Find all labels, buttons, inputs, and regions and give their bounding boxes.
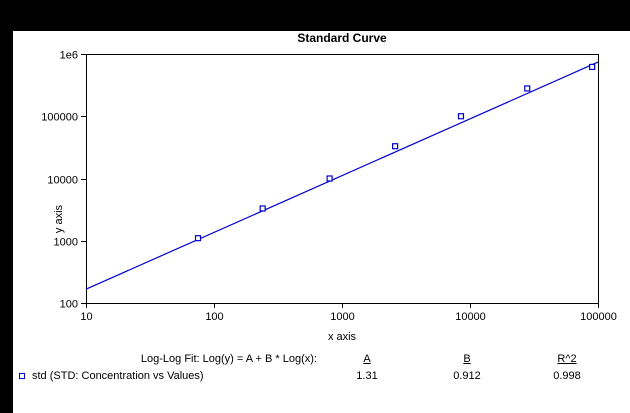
y-axis-label: y axis <box>53 204 65 234</box>
x-tick-label: 10 <box>80 311 92 323</box>
x-axis-label: x axis <box>327 331 357 343</box>
chart-title: Standard Curve <box>297 31 387 45</box>
fit-line <box>85 61 599 290</box>
fit-equation-label: Log-Log Fit: Log(y) = A + B * Log(x): <box>140 353 317 365</box>
y-tick-label: 1e6 <box>60 50 78 62</box>
fit-value-b: 0.912 <box>453 370 481 382</box>
data-point-marker <box>259 205 266 212</box>
data-point-marker <box>524 85 531 92</box>
plot-border <box>86 54 599 304</box>
data-point-marker <box>392 143 399 150</box>
x-tick-label: 100000 <box>580 311 617 323</box>
column-header-b: B <box>463 353 471 365</box>
x-tick-label: 100 <box>205 311 223 323</box>
fit-value-a: 1.31 <box>356 370 378 382</box>
column-header-a: A <box>363 353 371 365</box>
y-tick-label: 100 <box>60 299 78 311</box>
fit-value-r2: 0.998 <box>553 370 581 382</box>
legend-marker-icon <box>19 373 25 379</box>
chart-page: Standard Curve 10 100 1000 10000 100000 100 10… <box>13 31 630 413</box>
plot-area: 10 100 1000 10000 1000001001000100001000001e… <box>41 50 617 324</box>
data-point-marker <box>194 235 202 242</box>
column-header-r2: R^2 <box>557 353 577 365</box>
y-tick-label: 10000 <box>47 175 78 187</box>
legend-series-label: std (STD: Concentration vs Values) <box>32 370 204 382</box>
data-point-marker <box>457 113 465 120</box>
y-tick-label: 1000 <box>54 237 78 249</box>
x-tick-label: 10000 <box>455 311 486 323</box>
y-tick-label: 100000 <box>41 112 78 124</box>
data-point-marker <box>326 175 333 182</box>
data-point-marker <box>589 63 596 71</box>
x-tick-label: 1000 <box>330 311 354 323</box>
